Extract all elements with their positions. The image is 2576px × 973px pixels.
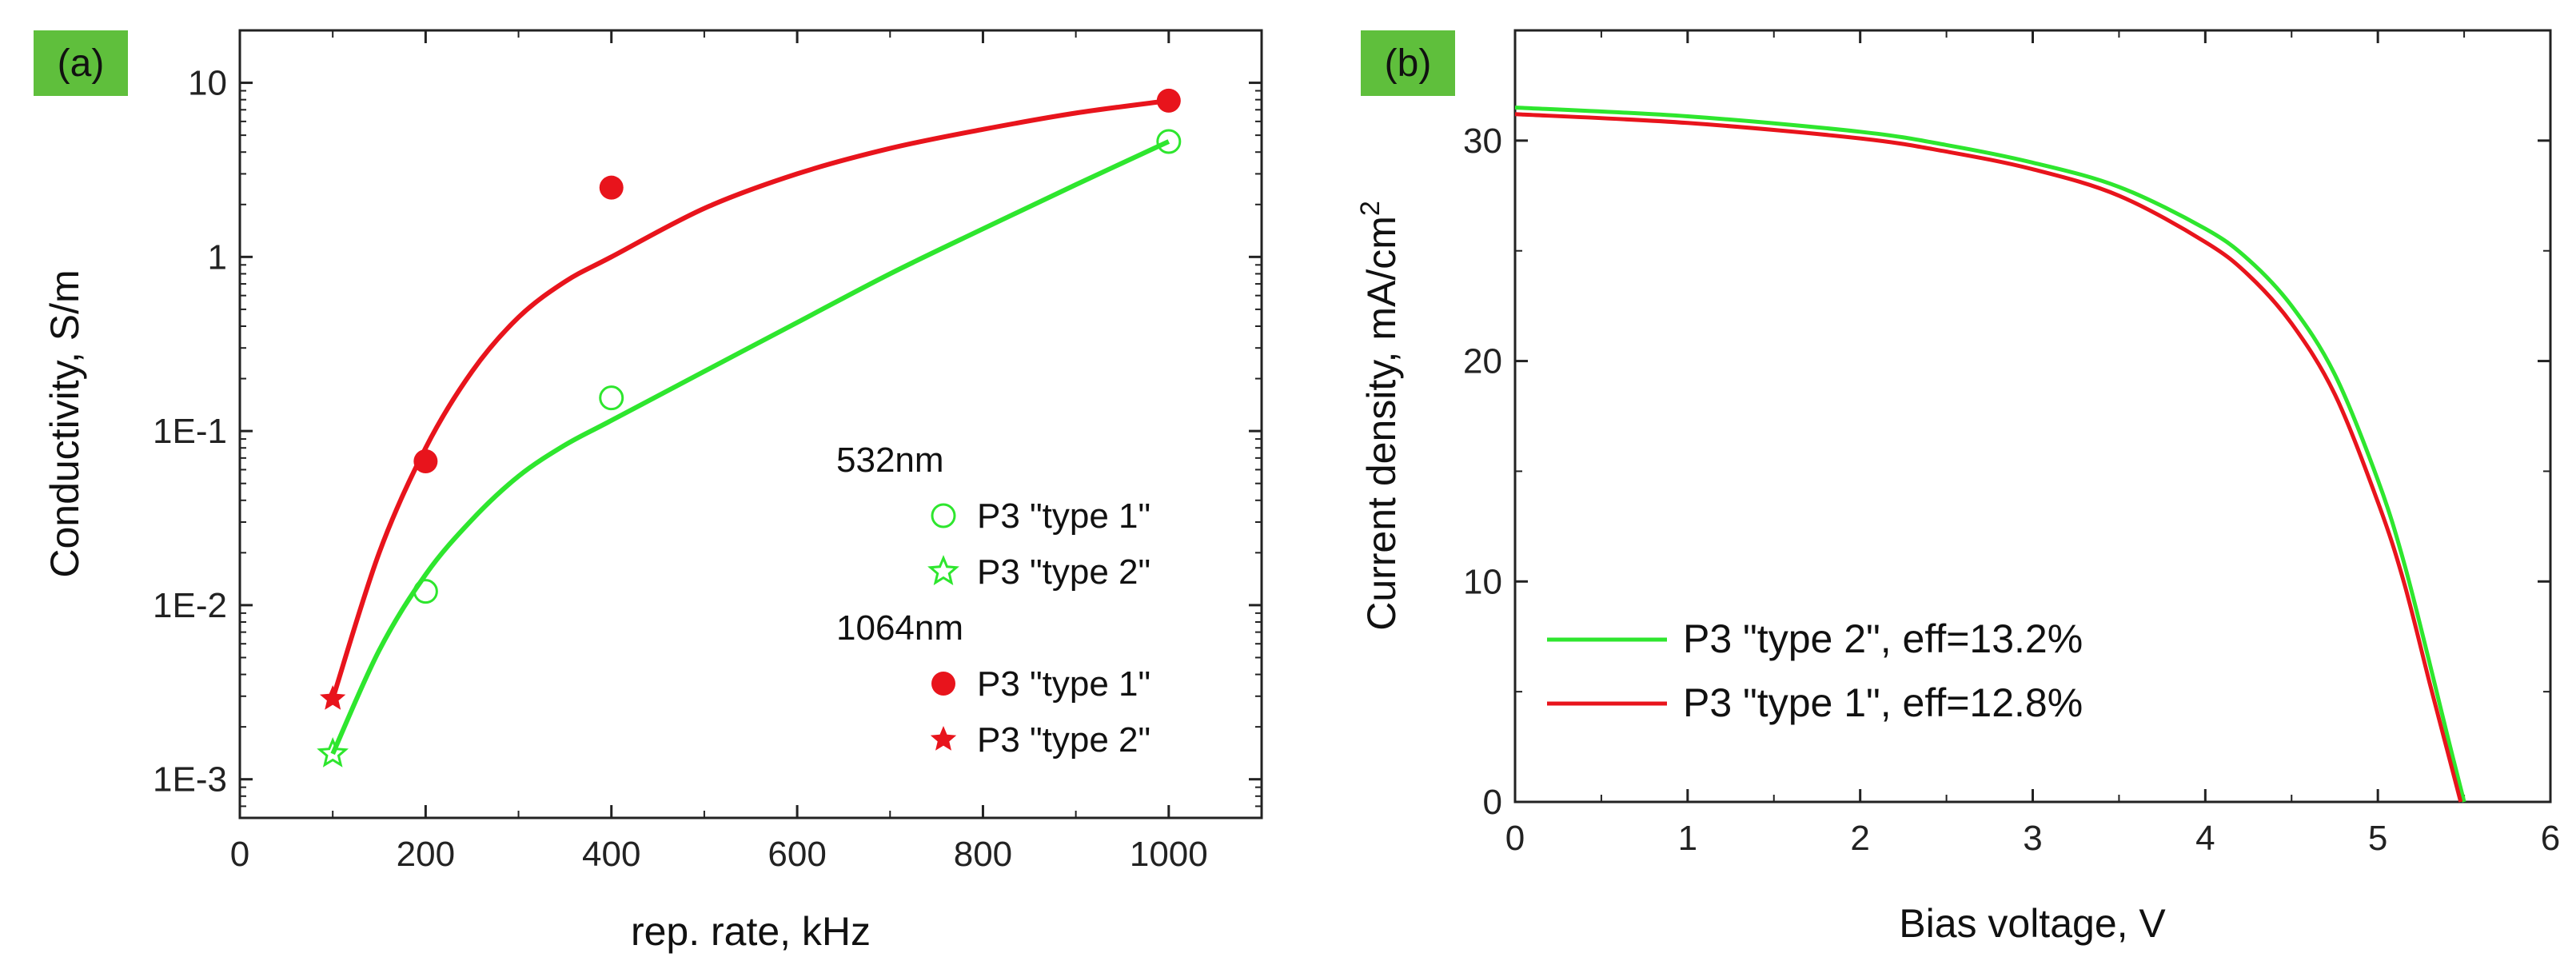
a-point-filled-circle [599, 175, 624, 200]
a-fit-curve [330, 98, 1170, 700]
panel-b-ylabel-superscript: 2 [1355, 201, 1386, 216]
panel-b-ticks: 0 1 2 3 4 5 6 0 10 20 30 [1463, 30, 2560, 858]
b-ytick-label: 20 [1463, 342, 1502, 381]
panel-b-label-bg [1361, 30, 1455, 96]
legend-marker-green-star [927, 555, 959, 585]
a-ytick-label: 1E-2 [153, 586, 227, 625]
b-series-line [1514, 112, 2463, 803]
panel-a-label-bg [34, 30, 128, 96]
legend-group-1064nm-title: 1064nm [836, 608, 963, 648]
panel-a-fit-curves [330, 98, 1170, 756]
a-ytick-label: 1 [208, 237, 227, 277]
a-point-open-circle [413, 579, 438, 604]
b-ytick-label: 30 [1463, 122, 1502, 161]
legend-label-1064-type1: P3 "type 1" [977, 664, 1150, 704]
panel-b: 0 1 2 3 4 5 6 0 10 20 30 (b) Bias voltage, V Curre… [1355, 29, 2560, 946]
a-point-filled-circle [413, 449, 438, 473]
a-xtick-label: 600 [768, 835, 826, 874]
a-xtick-label: 800 [954, 835, 1012, 874]
a-ytick-label: 1E-3 [153, 760, 227, 800]
panel-b-iv-curves [1514, 106, 2466, 803]
panel-a-ticks: 0 200 400 600 800 1000 1E-3 1E-2 1E-1 1 10 [153, 30, 1262, 874]
a-xtick-label: 200 [397, 835, 455, 874]
a-point-open-circle [599, 385, 624, 411]
b-xtick-label: 5 [2368, 819, 2387, 858]
legend-label-532-type2: P3 "type 2" [977, 552, 1150, 592]
legend-label-type1: P3 "type 1", eff=12.8% [1683, 680, 2083, 725]
a-xtick-label: 1000 [1130, 835, 1208, 874]
panel-b-ylabel: Current density, mA/cm2 [1355, 201, 1404, 631]
panel-b-ylabel-main: Current density, mA/cm [1359, 216, 1404, 631]
b-ytick-label: 10 [1463, 562, 1502, 601]
b-xtick-label: 3 [2023, 819, 2042, 858]
legend-marker-red-star [930, 726, 957, 751]
legend-label-532-type1: P3 "type 1" [977, 496, 1150, 536]
a-point-filled-circle [1156, 88, 1181, 113]
a-ytick-label: 1E-1 [153, 412, 227, 451]
b-xtick-label: 6 [2541, 819, 2560, 858]
b-xtick-label: 1 [1678, 819, 1697, 858]
panel-b-xlabel: Bias voltage, V [1899, 901, 2166, 946]
legend-marker-green-circle [931, 503, 956, 528]
a-ytick-label: 10 [188, 64, 227, 103]
b-xtick-label: 4 [2195, 819, 2215, 858]
panel-a-label: (a) [58, 42, 105, 85]
legend-marker-red-circle [931, 672, 955, 696]
a-fit-curve [330, 139, 1170, 756]
legend-label-type2: P3 "type 2", eff=13.2% [1683, 616, 2083, 661]
a-point-filled-star [320, 685, 346, 710]
a-point-open-circle [1156, 129, 1182, 154]
panel-a-frame [238, 29, 1263, 819]
legend-label-1064-type2: P3 "type 2" [977, 720, 1150, 760]
b-xtick-label: 0 [1505, 819, 1525, 858]
panel-a-legend: 532nm P3 "type 1" P3 "type 2" 1064nm P3 … [836, 441, 1150, 760]
panel-a-ylabel: Conductivity, S/m [42, 269, 87, 577]
a-xtick-label: 0 [230, 835, 249, 874]
panel-b-legend: P3 "type 2", eff=13.2% P3 "type 1", eff=… [1547, 616, 2083, 725]
a-xtick-label: 400 [582, 835, 640, 874]
panel-a-xlabel: rep. rate, kHz [631, 909, 871, 954]
panel-a-data-points [317, 88, 1182, 768]
panel-b-label: (b) [1385, 42, 1432, 85]
a-point-open-star [317, 737, 349, 768]
panel-a: 0 200 400 600 800 1000 1E-3 1E-2 1E-1 1 10 (a) rep… [34, 29, 1263, 954]
b-ytick-label: 0 [1483, 783, 1502, 822]
b-series-line [1514, 106, 2466, 803]
b-xtick-label: 2 [1850, 819, 1869, 858]
legend-group-532nm-title: 532nm [836, 441, 944, 480]
